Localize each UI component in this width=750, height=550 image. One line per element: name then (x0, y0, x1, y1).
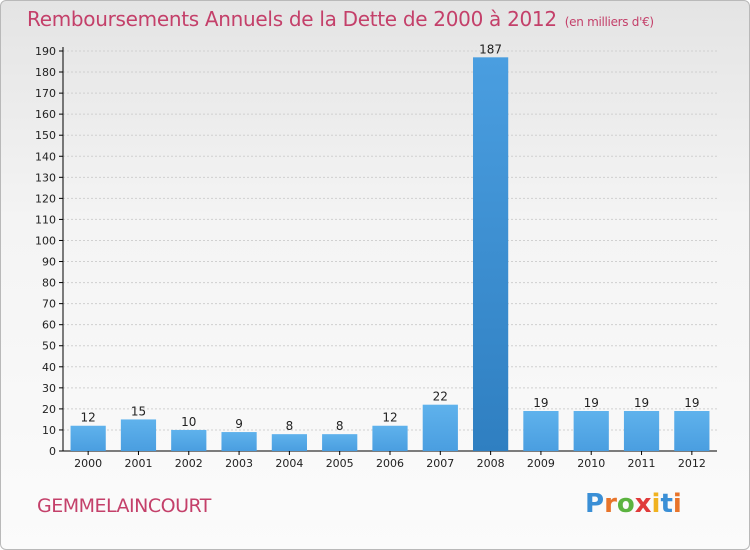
bar (120, 419, 157, 451)
y-tick-label: 60 (42, 319, 56, 332)
bar-value-label: 9 (235, 417, 243, 431)
logo-letter: i (672, 489, 682, 519)
commune-name: GEMMELAINCOURT (37, 495, 211, 517)
bar (171, 429, 207, 451)
bar (422, 404, 458, 451)
x-tick-label: 2006 (376, 457, 404, 470)
y-tick-label: 170 (35, 87, 56, 100)
bar-value-label: 19 (584, 396, 599, 410)
y-tick-label: 130 (35, 171, 56, 184)
y-tick-label: 40 (42, 361, 56, 374)
bar (271, 434, 307, 451)
bar-value-label: 10 (181, 415, 196, 429)
logo-letter: x (634, 489, 652, 519)
bar-value-label: 12 (382, 411, 397, 425)
bar (372, 425, 408, 451)
bar-value-label: 12 (81, 411, 96, 425)
y-tick-label: 160 (35, 108, 56, 121)
bar (70, 425, 106, 451)
bar-value-label: 8 (286, 419, 294, 433)
title-text: Remboursements Annuels de la Dette de 20… (27, 7, 557, 31)
bar-value-label: 8 (336, 419, 344, 433)
logo-letter: o (616, 489, 635, 519)
y-tick-label: 120 (35, 192, 56, 205)
logo-letter: t (660, 489, 673, 519)
y-tick-label: 100 (35, 234, 56, 247)
x-tick-label: 2004 (275, 457, 303, 470)
x-tick-label: 2005 (326, 457, 354, 470)
y-tick-label: 190 (35, 45, 56, 58)
chart-title: Remboursements Annuels de la Dette de 20… (27, 7, 654, 31)
x-tick-label: 2007 (426, 457, 454, 470)
x-tick-label: 2011 (628, 457, 656, 470)
bar-value-label: 187 (479, 42, 502, 56)
y-tick-label: 0 (49, 445, 56, 458)
x-tick-label: 2010 (577, 457, 605, 470)
x-tick-label: 2001 (124, 457, 152, 470)
logo-letter: i (651, 489, 661, 519)
bar-value-label: 15 (131, 404, 146, 418)
y-tick-label: 140 (35, 150, 56, 163)
bar-value-label: 19 (684, 396, 699, 410)
bar (523, 411, 559, 451)
y-tick-label: 10 (42, 424, 56, 437)
y-tick-label: 30 (42, 382, 56, 395)
bar (573, 411, 609, 451)
logo-letter: P (585, 489, 605, 519)
bar (623, 411, 660, 451)
x-tick-label: 2002 (175, 457, 203, 470)
y-tick-label: 70 (42, 298, 56, 311)
x-tick-label: 2003 (225, 457, 253, 470)
x-tick-label: 2012 (678, 457, 706, 470)
bar-value-label: 19 (634, 396, 649, 410)
y-tick-label: 80 (42, 277, 56, 290)
proxiti-logo: Proxiti (585, 489, 682, 519)
y-tick-label: 50 (42, 340, 56, 353)
y-tick-label: 180 (35, 66, 56, 79)
bar-value-label: 19 (533, 396, 548, 410)
y-tick-label: 90 (42, 256, 56, 269)
y-tick-label: 20 (42, 403, 56, 416)
bar (322, 434, 358, 451)
chart-subtitle: (en milliers d'€) (564, 15, 654, 29)
y-tick-label: 110 (35, 213, 56, 226)
x-tick-label: 2008 (477, 457, 505, 470)
logo-letter: r (604, 489, 617, 519)
y-tick-label: 150 (35, 129, 56, 142)
x-tick-label: 2000 (74, 457, 102, 470)
bar-value-label: 22 (433, 390, 448, 404)
bar (674, 411, 710, 451)
x-tick-label: 2009 (527, 457, 555, 470)
bar (473, 57, 509, 451)
bar (221, 432, 257, 451)
